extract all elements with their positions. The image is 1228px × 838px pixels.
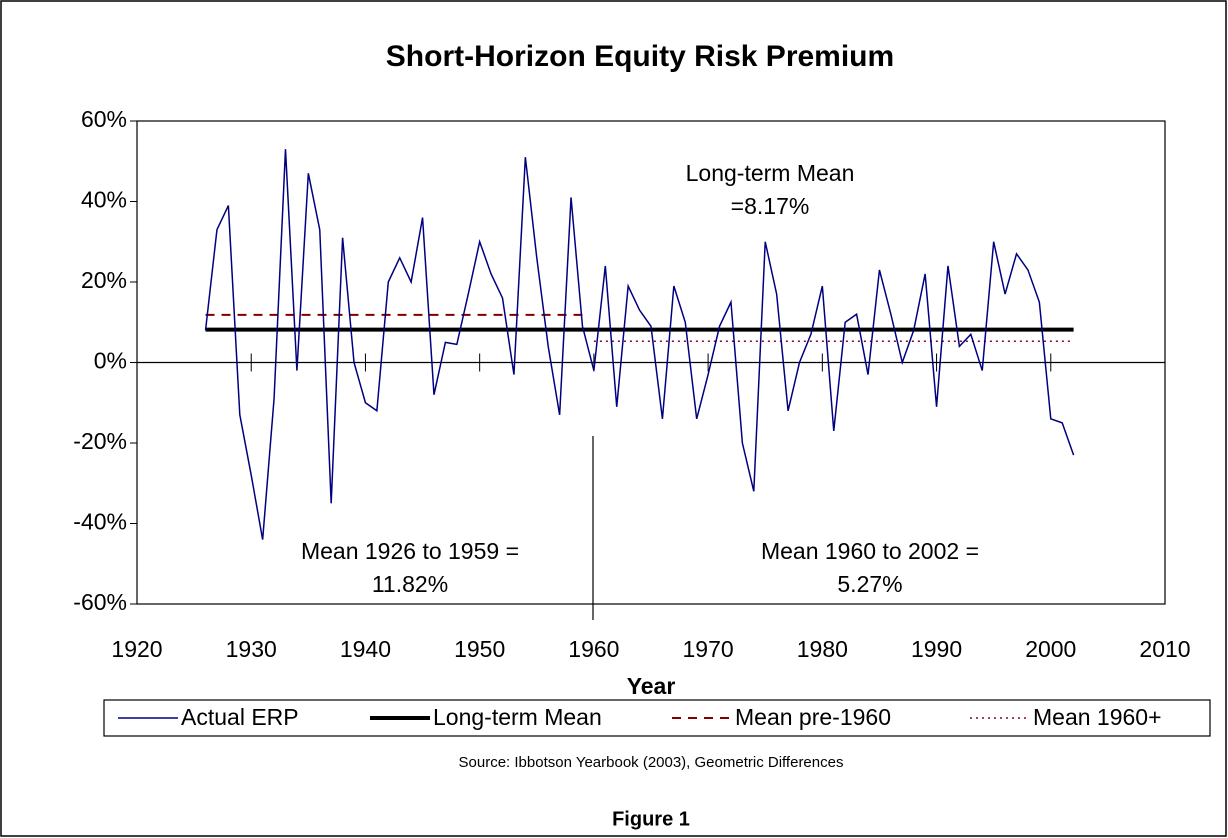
annotation: 5.27% xyxy=(837,571,902,597)
annotation: Long-term Mean xyxy=(686,160,855,186)
x-axis-label: Year xyxy=(627,673,676,699)
annotation: Mean 1960 to 2002 = xyxy=(761,538,979,564)
x-tick-label: 1920 xyxy=(111,636,162,662)
x-tick-label: 1930 xyxy=(226,636,277,662)
y-tick-label: 60% xyxy=(81,106,127,132)
legend-label: Long-term Mean xyxy=(433,704,602,730)
y-tick-label: -40% xyxy=(73,509,127,535)
annotation: 11.82% xyxy=(372,571,448,597)
x-tick-label: 1980 xyxy=(797,636,848,662)
x-tick-label: 1940 xyxy=(340,636,391,662)
y-tick-label: -60% xyxy=(73,589,127,615)
source: Source: Ibbotson Yearbook (2003), Geomet… xyxy=(459,754,844,771)
annotation: =8.17% xyxy=(731,193,810,219)
legend xyxy=(103,699,1211,737)
y-tick-label: 20% xyxy=(81,267,127,293)
annotation: Mean 1926 to 1959 = xyxy=(301,538,519,564)
x-tick-label: 1950 xyxy=(454,636,505,662)
x-tick-label: 1960 xyxy=(568,636,619,662)
legend-label: Mean 1960+ xyxy=(1033,704,1162,730)
x-tick-label: 2000 xyxy=(1025,636,1076,662)
x-tick-label: 1970 xyxy=(683,636,734,662)
y-tick-label: 0% xyxy=(94,348,127,374)
y-tick-label: 40% xyxy=(81,187,127,213)
legend-label: Mean pre-1960 xyxy=(735,704,891,730)
chart-title: Short-Horizon Equity Risk Premium xyxy=(386,40,894,73)
series-line xyxy=(204,149,1075,540)
x-tick-label: 1990 xyxy=(911,636,962,662)
legend-label: Actual ERP xyxy=(181,704,299,730)
x-tick-label: 2010 xyxy=(1139,636,1190,662)
y-tick-label: -20% xyxy=(73,428,127,454)
caption: Figure 1 xyxy=(612,808,690,830)
